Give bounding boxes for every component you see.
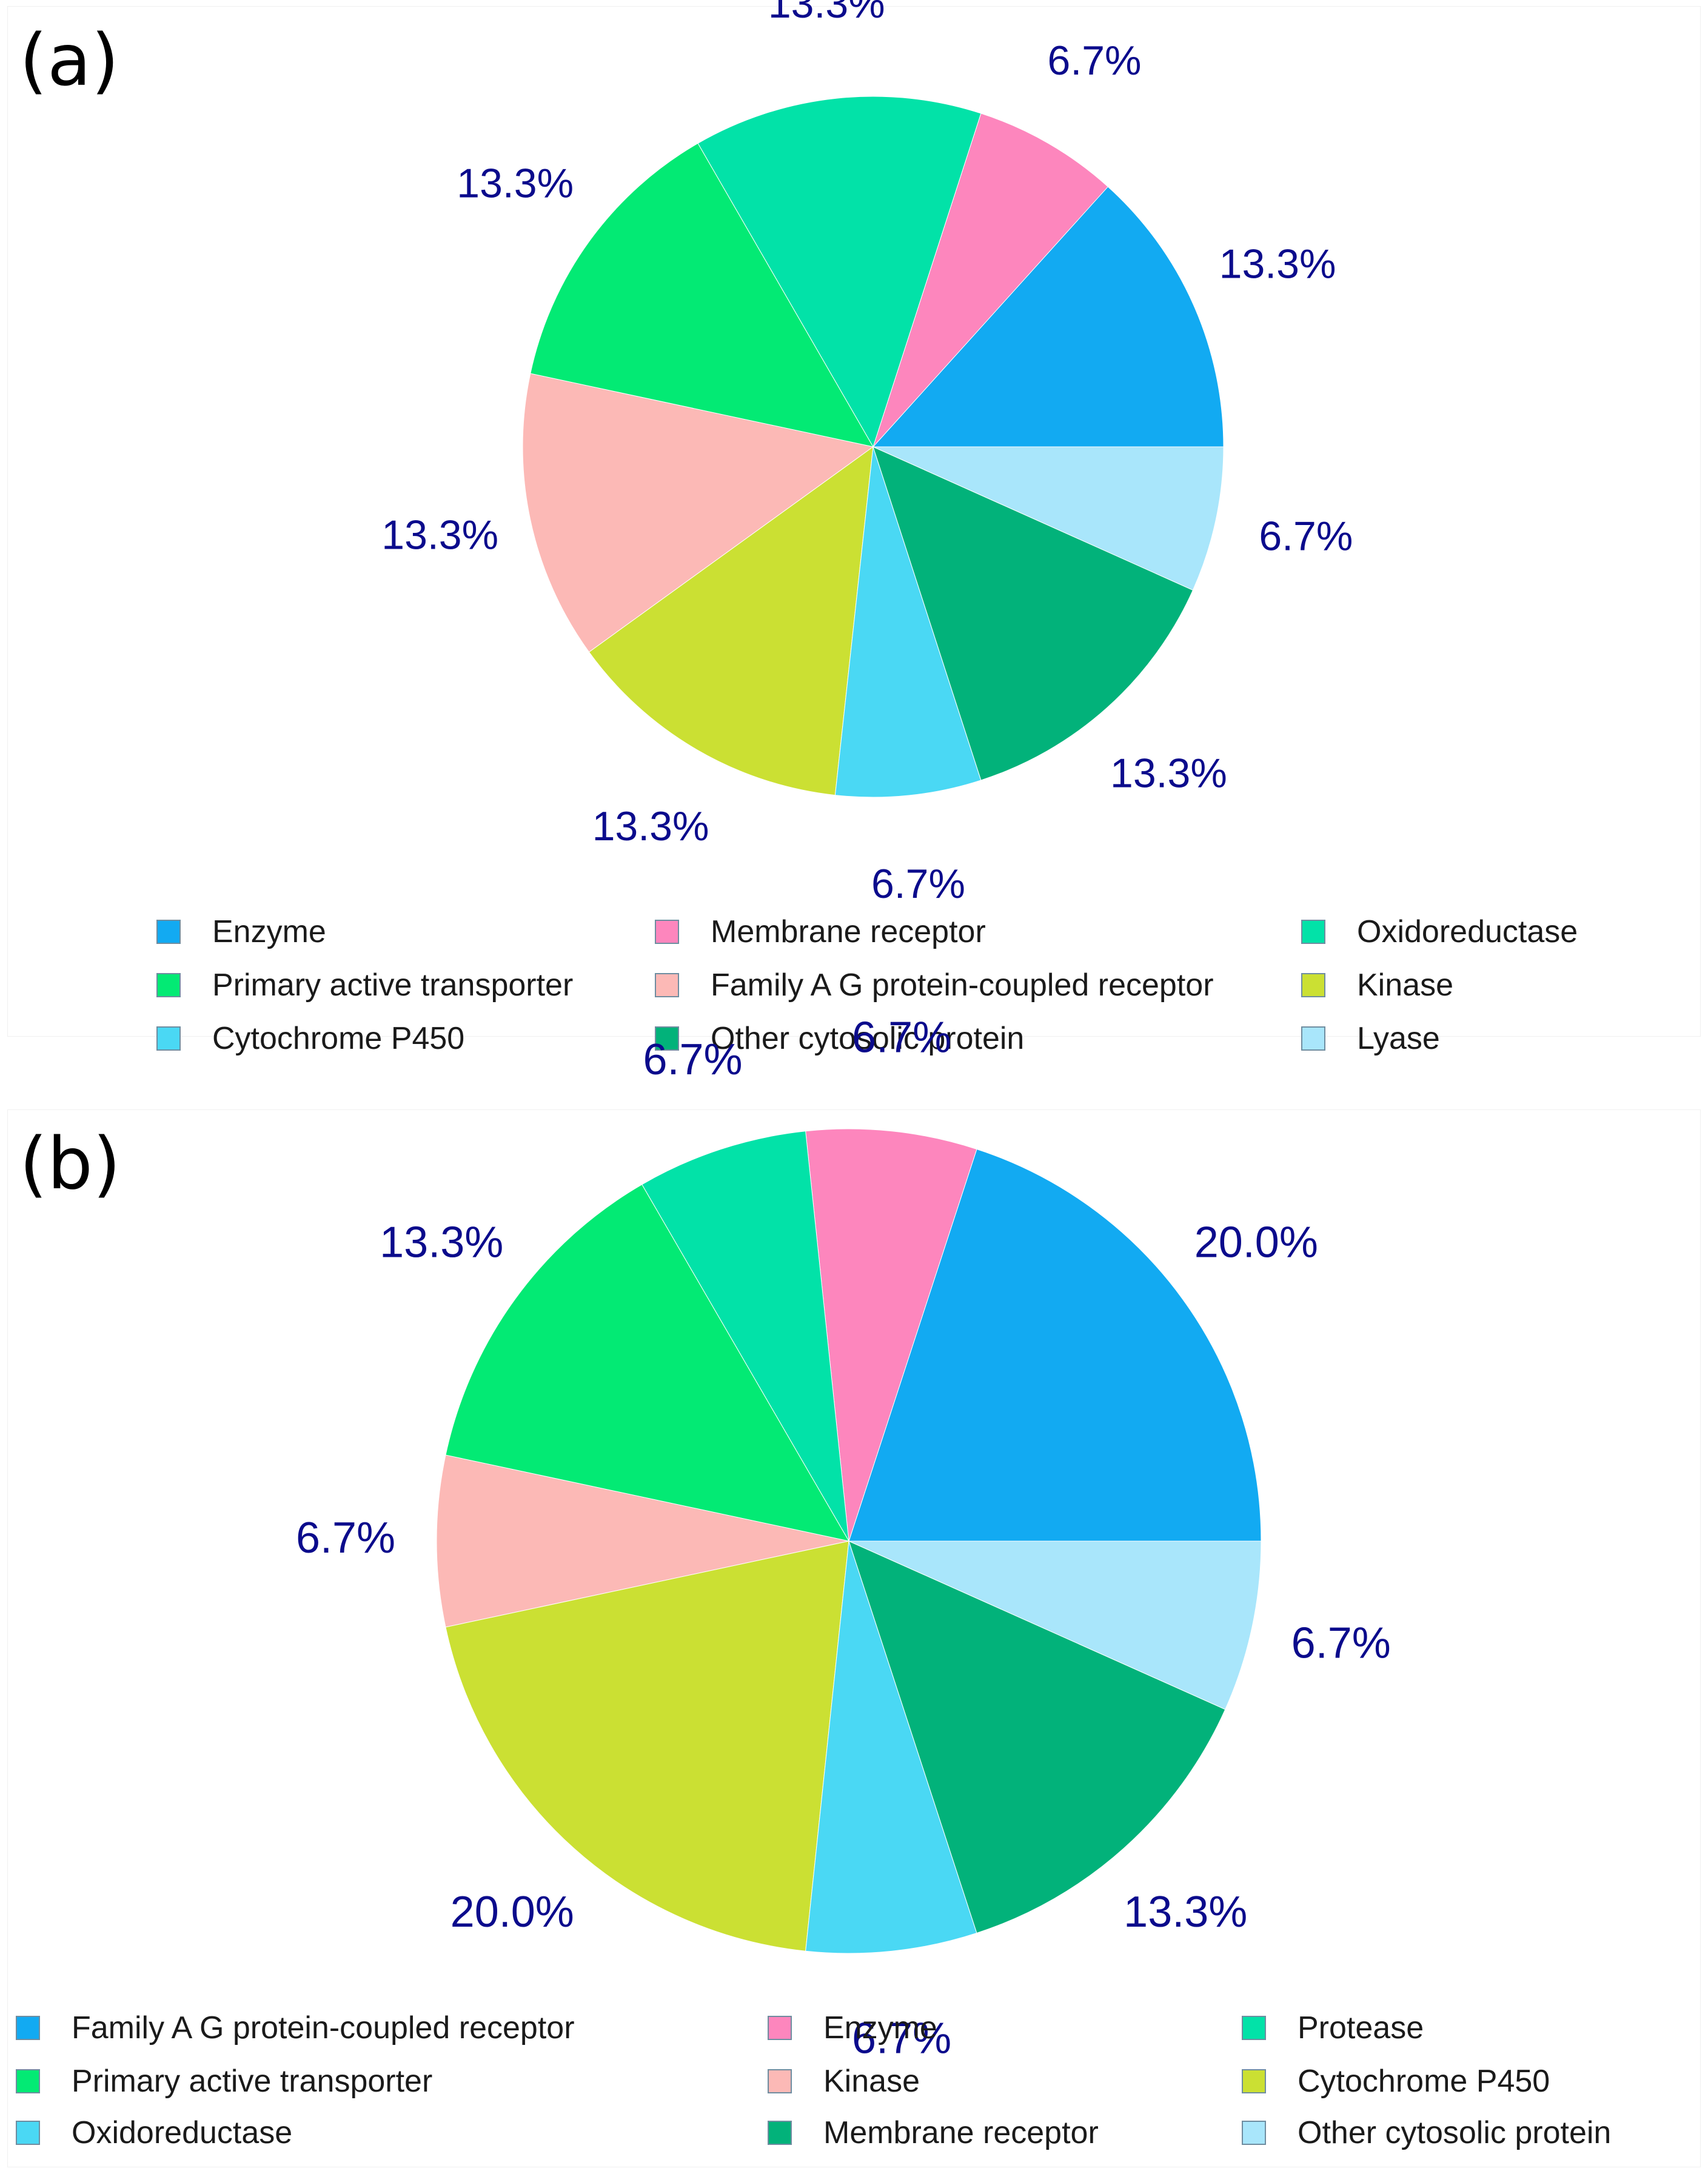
pie-slice-oxidoreductase: [697, 96, 982, 448]
pie-slice-primary-active-transporter: [445, 1184, 849, 1542]
legend-label: Kinase: [823, 2064, 920, 2099]
legend-label: Membrane receptor: [711, 914, 986, 949]
legend-swatch: [1301, 973, 1325, 997]
legend-swatch: [1301, 920, 1325, 944]
legend-label: Kinase: [1357, 968, 1453, 1003]
pie-chart-a: 13.3% 6.7% 13.3% 13.3% 13.3% 13.3% 6.7% 13.3% 6.…: [381, 0, 1353, 907]
pie-slice-kinase: [436, 1454, 849, 1628]
slice-percent-label: 6.7%: [1048, 38, 1142, 84]
panel-label-b: (b): [19, 1122, 121, 1205]
pie-slice-protease: [641, 1131, 849, 1542]
legend-label: Cytochrome P450: [212, 1021, 465, 1056]
slice-percent-label: 13.3%: [592, 803, 709, 849]
slice-percent-label: 20.0%: [1194, 1219, 1318, 1267]
legend-swatch: [156, 973, 181, 997]
legend-label: Family A G protein-coupled receptor: [711, 968, 1214, 1003]
pie-slice-membrane-receptor: [848, 1540, 1226, 1934]
pie-slice-other-cytosolic-protein: [848, 1540, 1262, 1710]
slice-percent-label: 6.7%: [296, 1514, 395, 1562]
slice-percent-label: 6.7%: [643, 1035, 742, 1084]
legend-item: Enzyme: [156, 914, 326, 950]
chart-panel-a: (a) 13.3% 6.7% 13.3% 13.3% 13.3% 13.3% 6.7% 13.…: [7, 0, 1701, 1056]
pie-slice-family-a-g-protein-coupled-receptor: [522, 373, 874, 653]
legend-label: Family A G protein-coupled receptor: [72, 2010, 575, 2046]
pie-slice-enzyme: [872, 186, 1224, 447]
legend-item: Kinase: [768, 2063, 920, 2099]
legend-item: Primary active transporter: [156, 967, 573, 1003]
slice-percent-label: 6.7%: [1291, 1619, 1391, 1667]
pie-slice-family-a-g-protein-coupled-receptor: [848, 1148, 1262, 1542]
legend-swatch: [768, 2069, 792, 2093]
slice-percent-label: 13.3%: [381, 512, 498, 558]
slice-percent-label: 13.3%: [457, 161, 574, 207]
legend-label: Other cytosolic protein: [1298, 2115, 1612, 2150]
legend-swatch: [156, 920, 181, 944]
legend-label: Lyase: [1357, 1021, 1440, 1056]
legend-label: Protease: [1298, 2010, 1424, 2046]
legend-label: Cytochrome P450: [1298, 2064, 1550, 2099]
legend-swatch: [768, 2016, 792, 2040]
slice-percent-label: 13.3%: [1110, 750, 1227, 796]
legend-label: Oxidoreductase: [72, 2115, 293, 2150]
slice-percent-label: 13.3%: [380, 1219, 503, 1267]
legend-label: Oxidoreductase: [1357, 914, 1578, 949]
legend-swatch: [655, 920, 679, 944]
legend-label: Other cytosolic protein: [711, 1021, 1025, 1056]
slice-percent-label: 6.7%: [1259, 513, 1353, 560]
slice-percent-label: 6.7%: [852, 2014, 951, 2062]
legend-label: Enzyme: [212, 914, 326, 949]
legend-item: Membrane receptor: [768, 2115, 1099, 2151]
slice-percent-label: 6.7%: [871, 861, 965, 907]
legend-label: Primary active transporter: [72, 2064, 433, 2099]
slice-percent-label: 13.3%: [1219, 241, 1336, 287]
pie-slice-other-cytosolic-protein: [872, 446, 1194, 781]
pie-slice-primary-active-transporter: [530, 142, 874, 447]
legend-label: Membrane receptor: [823, 2115, 1099, 2150]
legend-swatch: [156, 1026, 181, 1051]
pie-slice-kinase: [588, 446, 874, 796]
legend-swatch: [1301, 1026, 1325, 1051]
pie-slice-oxidoreductase: [805, 1540, 977, 1954]
legend-swatch: [16, 2121, 40, 2145]
legend-label: Primary active transporter: [212, 968, 574, 1003]
panel-label-a: (a): [19, 18, 119, 102]
legend-item: Enzyme: [768, 2010, 937, 2046]
slice-percent-label: 6.7%: [852, 1014, 951, 1062]
legend-item: Other cytosolic protein: [655, 1020, 1024, 1057]
slice-percent-label: 20.0%: [450, 1888, 574, 1936]
legend-swatch: [16, 2016, 40, 2040]
pie-slice-cytochrome-p450: [834, 446, 982, 798]
pie-slice-enzyme: [805, 1128, 977, 1542]
legend-item: Membrane receptor: [655, 914, 986, 950]
legend-swatch: [655, 1026, 679, 1051]
legend-item: Oxidoreductase: [1301, 914, 1578, 950]
legend-item: Family A G protein-coupled receptor: [655, 967, 1214, 1003]
chart-panel-b: (b) 20.0% 6.7% 6.7% 13.3% 6.7% 20.0% 6.7% 13.3%…: [7, 1014, 1701, 2167]
legend-item: Protease: [1242, 2010, 1424, 2046]
legend-swatch: [1242, 2016, 1266, 2040]
slice-percent-label: 13.3%: [768, 0, 885, 27]
legend-swatch: [768, 2121, 792, 2145]
legend-swatch: [16, 2069, 40, 2093]
legend-item: Lyase: [1301, 1020, 1440, 1057]
pie-slice-lyase: [872, 446, 1224, 591]
legend-swatch: [655, 973, 679, 997]
legend-item: Oxidoreductase: [16, 2115, 292, 2151]
pie-slice-membrane-receptor: [872, 113, 1109, 447]
legend-item: Primary active transporter: [16, 2063, 432, 2099]
pie-chart-b: 20.0% 6.7% 6.7% 13.3% 6.7% 20.0% 6.7% 13.3% 6.7%: [296, 1014, 1391, 2063]
legend-item: Cytochrome P450: [156, 1020, 464, 1057]
legend-label: Enzyme: [823, 2010, 937, 2046]
legend-swatch: [1242, 2069, 1266, 2093]
legend-item: Other cytosolic protein: [1242, 2115, 1611, 2151]
legend-item: Cytochrome P450: [1242, 2063, 1550, 2099]
legend-item: Family A G protein-coupled receptor: [16, 2010, 575, 2046]
pie-slice-cytochrome-p450: [445, 1540, 849, 1952]
slice-percent-label: 13.3%: [1124, 1888, 1247, 1936]
legend-swatch: [1242, 2121, 1266, 2145]
legend-item: Kinase: [1301, 967, 1453, 1003]
